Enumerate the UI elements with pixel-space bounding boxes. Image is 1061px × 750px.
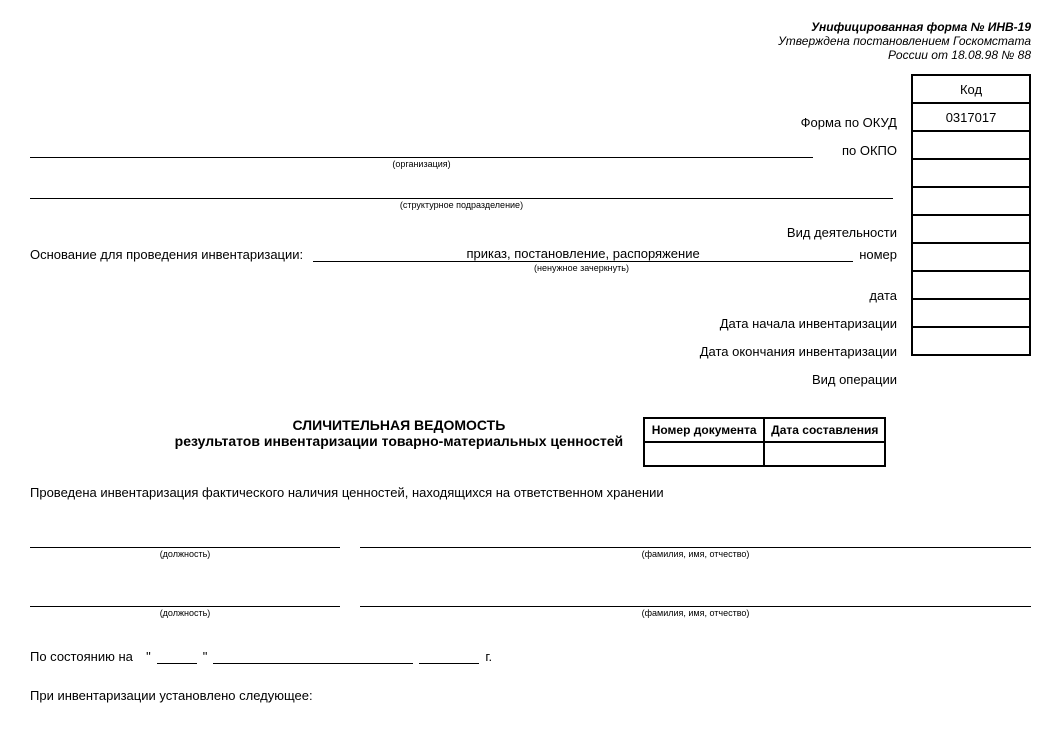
label-okud: Форма по ОКУД <box>801 115 903 130</box>
code-inv-start-cell[interactable] <box>912 271 1030 299</box>
fio-field-1[interactable] <box>360 530 1031 548</box>
form-approval-header: Унифицированная форма № ИНВ-19 Утвержден… <box>30 20 1031 62</box>
code-header: Код <box>912 75 1030 103</box>
code-number-cell[interactable] <box>912 215 1030 243</box>
caption-fio-2: (фамилия, имя, отчество) <box>360 608 1031 618</box>
position-field-1[interactable] <box>30 530 340 548</box>
label-date: дата <box>869 288 903 303</box>
as-of-date-row: По состоянию на " " г. <box>30 648 1031 664</box>
unit-field[interactable] <box>30 179 893 199</box>
signature-row-1: (должность) (фамилия, имя, отчество) <box>30 530 1031 559</box>
doc-date-cell[interactable] <box>764 442 885 466</box>
caption-fio-1: (фамилия, имя, отчество) <box>360 549 1031 559</box>
result-label: При инвентаризации установлено следующее… <box>30 688 1031 703</box>
code-inv-end-cell[interactable] <box>912 299 1030 327</box>
basis-label: Основание для проведения инвентаризации: <box>30 247 313 262</box>
code-table: Код 0317017 <box>911 74 1031 356</box>
code-activity-cell[interactable] <box>912 187 1030 215</box>
label-inv-start: Дата начала инвентаризации <box>720 316 903 331</box>
approval-line2: России от 18.08.98 № 88 <box>30 48 1031 62</box>
label-activity: Вид деятельности <box>787 225 903 240</box>
organization-field[interactable] <box>30 138 813 158</box>
code-blank-cell[interactable] <box>912 159 1030 187</box>
code-okud: 0317017 <box>912 103 1030 131</box>
position-field-2[interactable] <box>30 589 340 607</box>
caption-strike: (ненужное зачеркнуть) <box>310 263 853 273</box>
fio-field-2[interactable] <box>360 589 1031 607</box>
doc-num-cell[interactable] <box>644 442 764 466</box>
asof-label: По состоянию на <box>30 649 133 664</box>
form-title: Унифицированная форма № ИНВ-19 <box>30 20 1031 34</box>
asof-year-field[interactable] <box>419 648 479 664</box>
doc-number-table: Номер документа Дата составления <box>643 417 886 467</box>
caption-position-1: (должность) <box>30 549 340 559</box>
code-okpo-cell[interactable] <box>912 131 1030 159</box>
code-op-type-cell[interactable] <box>912 327 1030 355</box>
label-okpo: по ОКПО <box>813 143 903 158</box>
label-op-type: Вид операции <box>812 372 903 387</box>
title-line2: результатов инвентаризации товарно-матер… <box>175 433 623 449</box>
document-title-block: СЛИЧИТЕЛЬНАЯ ВЕДОМОСТЬ результатов инвен… <box>175 417 623 449</box>
title-line1: СЛИЧИТЕЛЬНАЯ ВЕДОМОСТЬ <box>175 417 623 433</box>
basis-value-field[interactable]: приказ, постановление, распоряжение <box>313 246 853 262</box>
caption-position-2: (должность) <box>30 608 340 618</box>
label-number: номер <box>853 247 903 262</box>
doc-num-header: Номер документа <box>644 418 764 442</box>
intro-text: Проведена инвентаризация фактического на… <box>30 485 1031 500</box>
caption-organization: (организация) <box>30 159 813 169</box>
signature-row-2: (должность) (фамилия, имя, отчество) <box>30 589 1031 618</box>
asof-year-suffix: г. <box>485 649 492 664</box>
doc-date-header: Дата составления <box>764 418 885 442</box>
label-inv-end: Дата окончания инвентаризации <box>700 344 903 359</box>
basis-value: приказ, постановление, распоряжение <box>466 246 699 261</box>
code-date-cell[interactable] <box>912 243 1030 271</box>
approval-line1: Утверждена постановлением Госкомстата <box>30 34 1031 48</box>
asof-month-field[interactable] <box>213 648 413 664</box>
asof-day-field[interactable] <box>157 648 197 664</box>
caption-unit: (структурное подразделение) <box>30 200 893 210</box>
